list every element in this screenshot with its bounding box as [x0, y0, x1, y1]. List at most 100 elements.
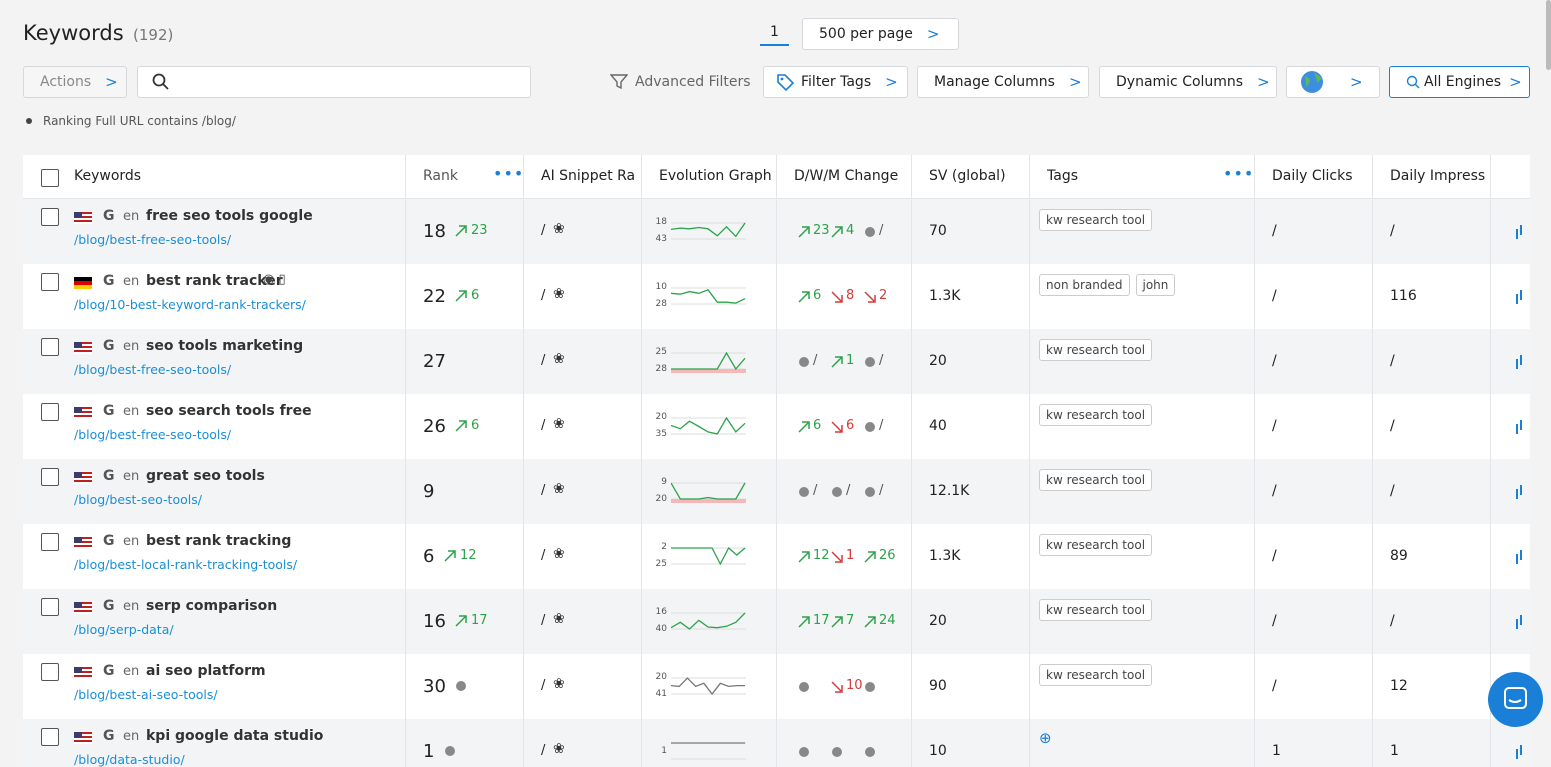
url[interactable]: /blog/best-local-rank-tracking-tools/	[74, 557, 298, 572]
flag	[74, 407, 92, 419]
column-divider	[1029, 654, 1030, 719]
checkbox[interactable]	[41, 403, 59, 421]
keyword[interactable]: best rank tracking	[146, 533, 292, 549]
arrow	[798, 551, 810, 563]
ai-icon: ❀	[553, 351, 565, 367]
rank-change: 12	[460, 548, 477, 563]
search[interactable]	[137, 66, 531, 98]
keyword[interactable]: kpi google data studio	[146, 728, 324, 744]
change-value: 6	[813, 288, 822, 303]
url[interactable]: /blog/best-ai-seo-tools/	[74, 687, 218, 702]
daily-impressions: /	[1390, 223, 1395, 239]
column-menu[interactable]: •••	[1223, 164, 1255, 183]
stats-icon[interactable]	[1520, 355, 1522, 365]
url[interactable]: /blog/data-studio/	[74, 752, 185, 767]
trend-arrow	[831, 291, 843, 303]
page-number[interactable]: 1	[760, 24, 789, 46]
tags: kw research tool	[1039, 664, 1158, 686]
engine-icon: G	[103, 273, 115, 289]
dot-icon	[799, 747, 809, 757]
add-tag[interactable]: ⊕	[1039, 729, 1052, 747]
checkbox[interactable]	[41, 468, 59, 486]
advanced-filters-label: Advanced Filters	[635, 73, 751, 90]
stats-icon[interactable]	[1520, 290, 1522, 300]
flag	[74, 342, 92, 354]
checkbox[interactable]	[41, 663, 59, 681]
keyword[interactable]: free seo tools google	[146, 208, 313, 224]
column-divider	[911, 524, 912, 589]
flag-canton	[74, 212, 82, 218]
checkbox[interactable]	[41, 208, 59, 226]
keyword[interactable]: great seo tools	[146, 468, 265, 484]
dot	[799, 357, 809, 367]
checkbox[interactable]	[41, 533, 59, 551]
daily-impressions: 12	[1390, 678, 1408, 694]
trend-arrow	[798, 226, 810, 238]
checkbox[interactable]	[41, 169, 59, 187]
url[interactable]: /blog/best-free-seo-tools/	[74, 232, 232, 247]
manage-columns[interactable]: Manage Columns >	[917, 66, 1089, 98]
dynamic-columns[interactable]: Dynamic Columns >	[1099, 66, 1277, 98]
graph-label: 40	[655, 624, 667, 634]
column-divider	[1029, 394, 1030, 459]
checkbox[interactable]	[41, 598, 59, 616]
column-divider	[641, 459, 642, 524]
url[interactable]: /blog/best-free-seo-tools/	[74, 427, 232, 442]
graph-label: 2	[661, 542, 667, 552]
url[interactable]: /blog/serp-data/	[74, 622, 174, 637]
column-divider	[405, 459, 406, 524]
arrow	[831, 551, 843, 563]
stats-icon[interactable]	[1520, 485, 1522, 495]
arrow	[831, 681, 843, 693]
keyword[interactable]: seo tools marketing	[146, 338, 304, 354]
ai-snippet: /	[541, 223, 546, 238]
keyword[interactable]: best rank tracker	[146, 273, 283, 289]
region[interactable]: >	[1286, 66, 1380, 98]
dot	[445, 746, 455, 756]
dot	[865, 747, 875, 757]
count: (192)	[133, 26, 174, 44]
filter-tags[interactable]: Filter Tags >	[763, 66, 908, 98]
column-divider	[911, 654, 912, 719]
trend-arrow	[798, 291, 810, 303]
daily-clicks: /	[1272, 483, 1277, 499]
stats-icon[interactable]	[1520, 420, 1522, 430]
chat-icon	[1504, 687, 1527, 709]
per-page[interactable]: 500 per page >	[802, 18, 959, 50]
tag: john	[1135, 274, 1176, 296]
url[interactable]: /blog/best-free-seo-tools/	[74, 362, 232, 377]
url[interactable]: /blog/10-best-keyword-rank-trackers/	[74, 297, 306, 312]
chat-button[interactable]	[1488, 672, 1543, 727]
column-menu[interactable]: •••	[493, 164, 525, 183]
table: Keywords Rank AI Snippet Ra Evolution Graph…	[23, 155, 1530, 767]
trend-arrow	[455, 290, 467, 302]
change-value: /	[879, 223, 884, 238]
checkbox[interactable]	[41, 273, 59, 291]
advanced-filters[interactable]: Advanced Filters	[610, 73, 751, 90]
stats-icon[interactable]	[1520, 615, 1522, 625]
change-value: /	[846, 483, 851, 498]
keyword[interactable]: seo search tools free	[146, 403, 312, 419]
stats-icon[interactable]	[1520, 550, 1522, 560]
graph-label: 20	[655, 672, 667, 682]
flag-canton	[74, 342, 82, 348]
keyword[interactable]: ai seo platform	[146, 663, 266, 679]
checkbox[interactable]	[41, 338, 59, 356]
actions[interactable]: Actions >	[23, 66, 127, 98]
checkbox[interactable]	[41, 728, 59, 746]
column-divider	[523, 719, 524, 767]
column-divider	[1490, 329, 1491, 394]
daily-impressions: /	[1390, 418, 1395, 434]
all-engines[interactable]: All Engines >	[1389, 66, 1530, 98]
graph-label: 43	[655, 234, 667, 244]
keyword[interactable]: serp comparison	[146, 598, 278, 614]
dot-icon	[865, 422, 875, 432]
trend-arrow	[798, 421, 810, 433]
stats-icon[interactable]	[1520, 745, 1522, 755]
url[interactable]: /blog/best-seo-tools/	[74, 492, 202, 507]
stats-icon[interactable]	[1520, 225, 1522, 235]
column-divider	[1029, 524, 1030, 589]
column-divider	[641, 654, 642, 719]
